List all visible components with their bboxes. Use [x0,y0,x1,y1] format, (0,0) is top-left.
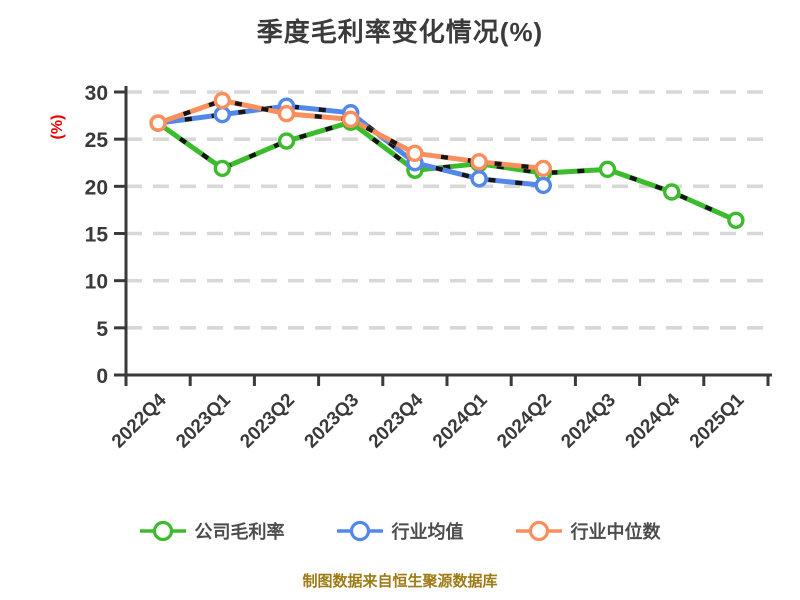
y-tick-label: 20 [85,176,108,199]
data-point-marker [213,91,232,110]
x-tick-label: 2024Q4 [622,389,685,452]
x-tick-label: 2024Q1 [429,389,492,452]
legend-marker-industry-median-icon [515,520,562,542]
legend: 公司毛利率 行业均值 行业中位数 [0,518,800,544]
data-point-marker [470,153,488,171]
legend-item-company: 公司毛利率 [139,518,285,544]
x-tick-label: 2023Q1 [172,389,235,452]
data-point-marker [277,132,296,150]
y-tick-label: 0 [96,365,108,388]
data-point-marker [213,159,232,178]
data-point-marker [598,160,617,179]
y-tick-label: 30 [85,82,108,105]
y-tick-label: 5 [96,318,108,341]
x-tick-label: 2022Q4 [108,389,171,452]
series-line-dash-overlay [156,119,737,223]
legend-item-industry-median: 行业中位数 [515,518,661,544]
data-source-note: 制图数据来自恒生聚源数据库 [302,573,498,590]
data-point-marker [534,176,552,195]
y-tick-label: 10 [85,271,108,294]
y-tick-label: 25 [85,129,109,152]
data-point-marker [149,114,167,132]
legend-label-industry-avg: 行业均值 [391,522,464,542]
x-tick-label: 2025Q1 [686,389,749,452]
data-point-marker [342,110,360,129]
legend-label-company: 公司毛利率 [194,522,285,542]
data-point-marker [727,211,745,229]
legend-marker-company-icon [139,520,186,542]
data-point-marker [663,183,681,201]
data-point-marker [470,170,488,188]
x-tick-label: 2023Q4 [365,389,428,452]
data-point-marker [406,144,424,163]
x-tick-label: 2023Q2 [236,390,299,453]
chart-title: 季度毛利率变化情况(%) [256,17,544,47]
y-axis-unit-label: (%) [49,115,66,140]
x-tick-label: 2024Q2 [493,390,556,453]
data-point-marker [277,104,296,123]
legend-item-industry-avg: 行业均值 [336,518,464,544]
x-tick-label: 2024Q3 [557,390,620,453]
data-point-marker [213,105,232,124]
legend-marker-industry-avg-icon [336,520,383,542]
x-tick-label: 2023Q3 [301,390,364,453]
y-tick-label: 15 [85,224,109,247]
data-point-marker [534,159,552,178]
legend-label-industry-median: 行业中位数 [570,522,661,542]
